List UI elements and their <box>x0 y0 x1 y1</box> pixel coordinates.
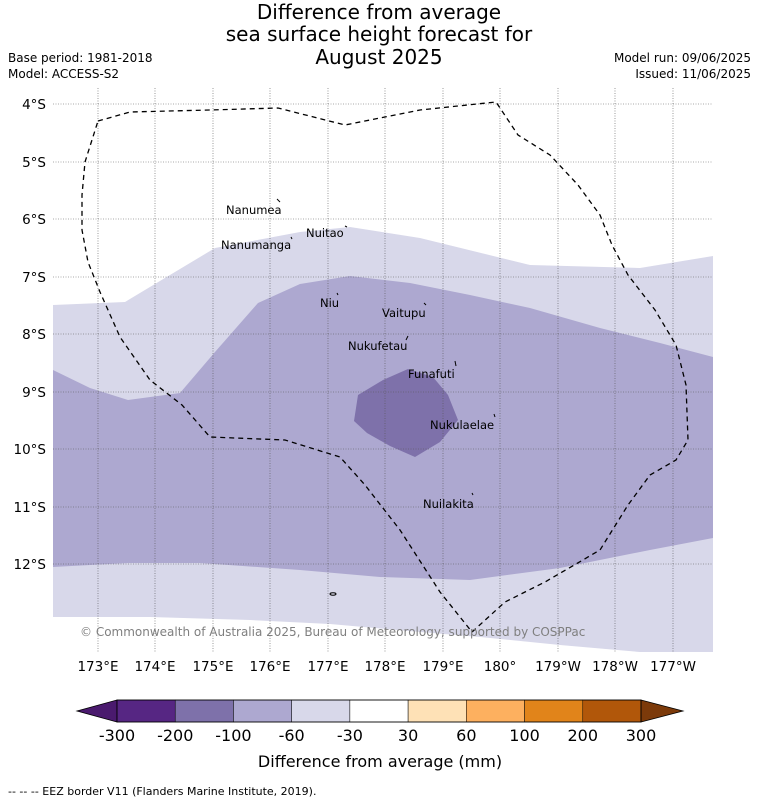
colorbar-tick-label: -200 <box>157 726 193 745</box>
small-islet <box>329 592 337 596</box>
colorbar <box>75 699 685 723</box>
colorbar-tick-label: -60 <box>279 726 305 745</box>
island-marker-nukulaelae <box>493 413 496 418</box>
island-marker-vaitupu <box>423 302 427 306</box>
colorbar-tick-label: 30 <box>398 726 418 745</box>
island-marker-niu <box>336 292 339 296</box>
eez-border <box>81 101 689 633</box>
longitude-label: 175°E <box>192 659 233 675</box>
colorbar-segment <box>524 699 584 723</box>
latitude-gridlines <box>53 103 713 565</box>
latitude-label: 4°S <box>22 97 46 113</box>
model-run: Model run: 09/06/2025 <box>613 51 751 65</box>
colorbar-title: Difference from average (mm) <box>258 752 502 771</box>
colorbar-segment <box>349 699 409 723</box>
longitude-label: 179°E <box>422 659 463 675</box>
colorbar-frame <box>116 699 642 723</box>
colorbar-tick-label: -100 <box>215 726 251 745</box>
latitude-label: 9°S <box>22 385 46 401</box>
latitude-label: 12°S <box>14 557 47 573</box>
anomaly-region-dark <box>354 369 458 457</box>
island-marker-nuitao <box>344 225 348 228</box>
longitude-labels: 173°E 174°E 175°E 176°E 177°E 178°E 179°E 180° 1… <box>77 659 695 675</box>
eez-legend-note: -- -- -- EEZ border V11 (Flanders Marine… <box>8 785 317 798</box>
colorbar-tick-label: -300 <box>99 726 135 745</box>
latitude-label: 6°S <box>22 212 46 228</box>
island-label-niu: Niu <box>320 296 339 310</box>
issued-date: Issued: 11/06/2025 <box>635 67 751 81</box>
colorbar-segment <box>291 699 351 723</box>
latitude-label: 7°S <box>22 270 46 286</box>
longitude-label: 180° <box>484 659 517 675</box>
island-label-nukulaelae: Nukulaelae <box>430 418 494 432</box>
island-label-nanumea: Nanumea <box>226 203 282 217</box>
island-marker-funafuti <box>454 360 457 367</box>
island-marker-nukufetau <box>405 335 409 341</box>
island-label-nuilakita: Nuilakita <box>423 497 474 511</box>
longitude-label: 177°E <box>307 659 348 675</box>
longitude-label: 177°W <box>650 659 696 675</box>
longitude-gridlines <box>97 88 674 652</box>
island-label-funafuti: Funafuti <box>408 367 455 381</box>
latitude-label: 5°S <box>22 155 46 171</box>
colorbar-tick-label: 200 <box>568 726 599 745</box>
anomaly-fields <box>53 227 713 652</box>
colorbar-tick-label: -30 <box>337 726 363 745</box>
island-label-nanumanga: Nanumanga <box>221 238 291 252</box>
longitude-label: 178°E <box>364 659 405 675</box>
map-title-line-3: August 2025 <box>315 45 443 69</box>
longitude-label: 179°W <box>535 659 581 675</box>
island-label-nuitao: Nuitao <box>306 226 344 240</box>
colorbar-tick-label: 300 <box>626 726 657 745</box>
latitude-label: 10°S <box>14 442 47 458</box>
island-marker-nanumanga <box>290 236 293 240</box>
longitude-label: 178°W <box>592 659 638 675</box>
longitude-label: 176°E <box>249 659 290 675</box>
island-label-vaitupu: Vaitupu <box>382 306 426 320</box>
colorbar-tick-label: 60 <box>456 726 476 745</box>
colorbar-arrow-low <box>75 699 118 723</box>
colorbar-segment <box>582 699 642 723</box>
island-markers <box>276 198 496 596</box>
map-title-line-2: sea surface height forecast for <box>225 22 533 46</box>
colorbar-tick-labels: -300 -200 -100 -60 -30 30 60 100 200 300 <box>99 726 656 745</box>
map-title-line-1: Difference from average <box>256 0 502 24</box>
latitude-labels: 4°S 5°S 6°S 7°S 8°S 9°S 10°S 11°S 12°S <box>14 97 47 573</box>
copyright-notice: © Commonwealth of Australia 2025, Bureau… <box>80 625 585 639</box>
base-period: Base period: 1981-2018 <box>8 51 153 65</box>
colorbar-arrow-high <box>640 699 685 723</box>
colorbar-segment <box>466 699 525 723</box>
colorbar-segment <box>233 699 292 723</box>
colorbar-segment <box>174 699 234 723</box>
longitude-label: 174°E <box>134 659 175 675</box>
island-marker-nanumea <box>276 198 281 203</box>
latitude-label: 8°S <box>22 327 46 343</box>
model-name: Model: ACCESS-S2 <box>8 67 120 81</box>
island-label-nukufetau: Nukufetau <box>348 339 407 353</box>
latitude-label: 11°S <box>14 500 47 516</box>
colorbar-tick-label: 100 <box>509 726 540 745</box>
longitude-label: 173°E <box>77 659 118 675</box>
colorbar-segment <box>407 699 467 723</box>
island-marker-nuilakita <box>471 492 474 496</box>
colorbar-segment <box>116 699 176 723</box>
island-labels: Nanumea Nuitao Nanumanga Niu Vaitupu Nuk… <box>221 203 494 511</box>
